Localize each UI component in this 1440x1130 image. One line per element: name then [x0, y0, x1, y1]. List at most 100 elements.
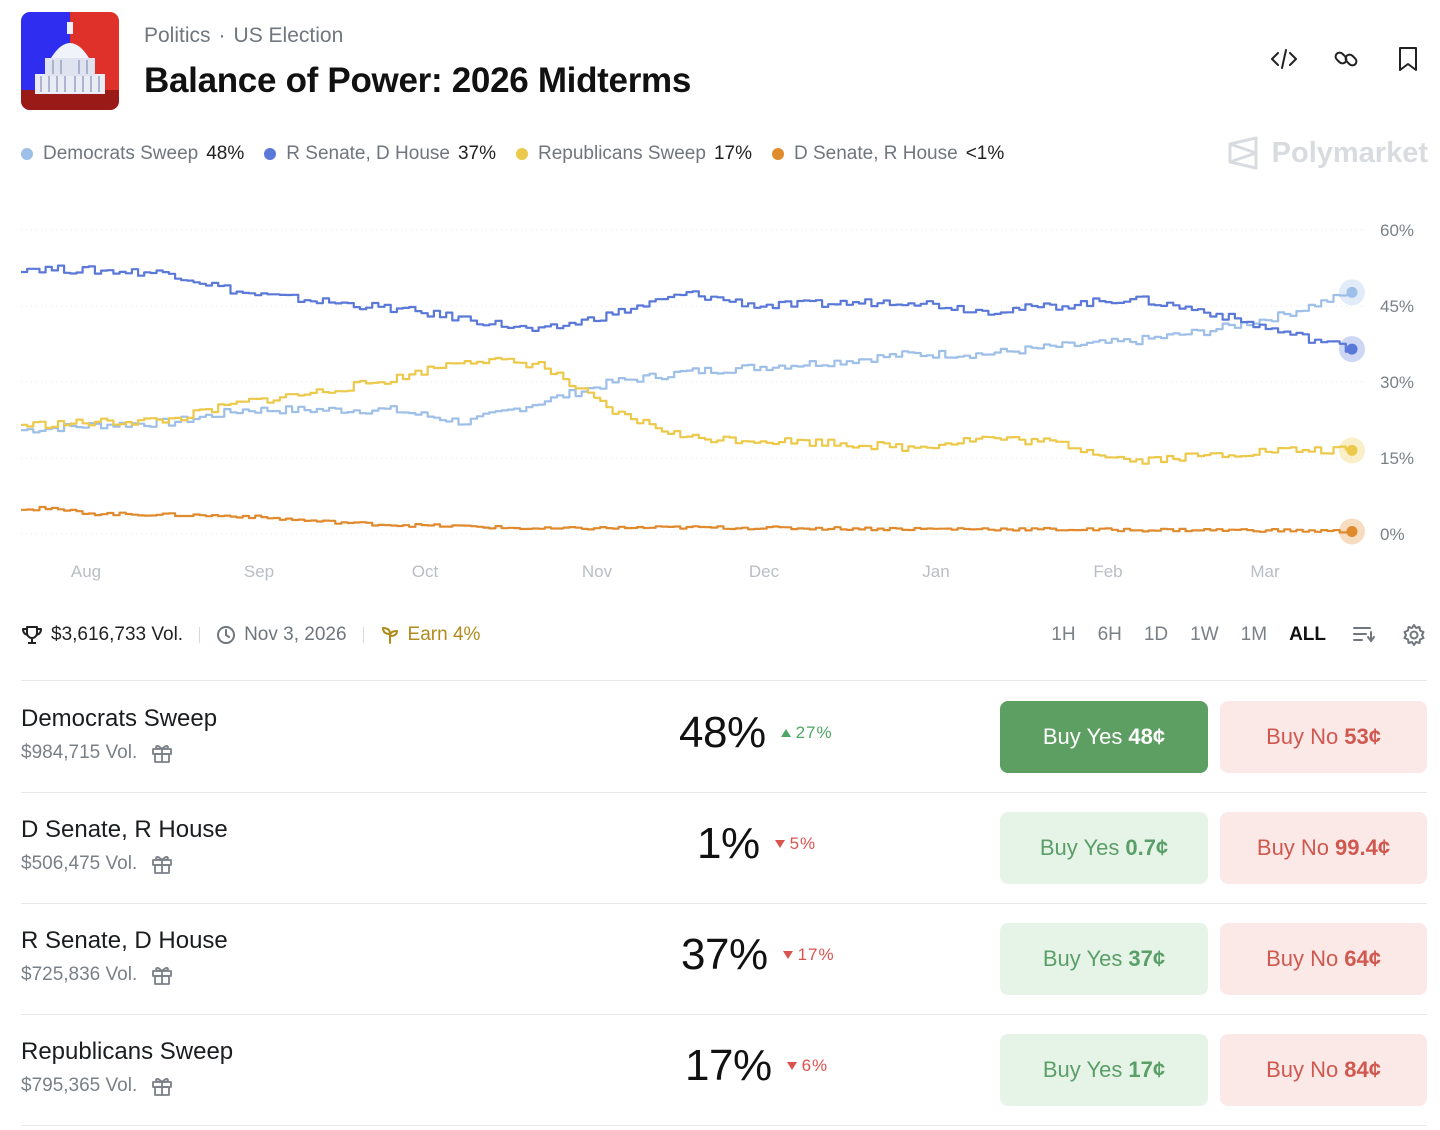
range-6h[interactable]: 6H — [1097, 624, 1122, 645]
breadcrumb-item-politics[interactable]: Politics — [144, 24, 211, 47]
buy-no-button[interactable]: Buy No 64¢ — [1220, 923, 1427, 995]
legend-item-republicans-sweep: Republicans Sweep 17% — [516, 143, 752, 165]
x-tick-label: Jan — [922, 562, 949, 581]
buy-yes-button[interactable]: Buy Yes 48¢ — [1000, 701, 1208, 773]
legend-label: Republicans Sweep — [538, 143, 706, 164]
range-all[interactable]: ALL — [1289, 624, 1326, 645]
triangle-up-icon — [780, 729, 791, 737]
breadcrumb: Politics · US Election — [144, 24, 344, 47]
legend-value: 48% — [206, 143, 245, 164]
range-1w[interactable]: 1W — [1190, 624, 1219, 645]
series-line-republicans-sweep — [21, 356, 1354, 465]
series-line-democrats-sweep — [21, 292, 1354, 434]
series-end-point — [1346, 343, 1358, 355]
legend-item-d-senate-r-house: D Senate, R House <1% — [771, 143, 1005, 165]
buy-yes-button[interactable]: Buy Yes 37¢ — [1000, 923, 1208, 995]
series-line-r-senate-d-house — [21, 264, 1354, 353]
legend-value: 17% — [713, 143, 752, 164]
outcome-probability: 48% — [679, 708, 766, 757]
legend-dot — [516, 148, 528, 160]
outcome-volume: $795,365 Vol. — [21, 1075, 173, 1097]
buy-yes-button[interactable]: Buy Yes 17¢ — [1000, 1034, 1208, 1106]
x-tick-label: Sep — [244, 562, 274, 581]
polymarket-logo: Polymarket — [1226, 136, 1428, 170]
range-1h[interactable]: 1H — [1051, 624, 1076, 645]
outcome-row-democrats-sweep[interactable]: Democrats Sweep $984,715 Vol. 48% 27% Bu… — [21, 681, 1427, 792]
outcome-volume: $506,475 Vol. — [21, 853, 173, 875]
triangle-down-icon — [782, 951, 793, 959]
end-date: Nov 3, 2026 — [244, 624, 347, 645]
x-tick-label: Aug — [71, 562, 101, 581]
outcome-name: D Senate, R House — [21, 816, 228, 843]
link-icon[interactable] — [1333, 46, 1359, 72]
market-header: Politics · US Election Balance of Power: 2… — [21, 12, 1421, 110]
y-tick-label: 15% — [1380, 449, 1414, 468]
outcome-volume: $725,836 Vol. — [21, 964, 173, 986]
series-end-point — [1346, 286, 1358, 298]
embed-code-icon[interactable] — [1271, 46, 1297, 72]
legend-label: D Senate, R House — [793, 143, 958, 164]
range-1d[interactable]: 1D — [1143, 624, 1169, 645]
brand-name: Polymarket — [1271, 136, 1428, 169]
series-end-point — [1346, 444, 1358, 456]
change-indicator: 27% — [780, 723, 833, 743]
earn-label: Earn 4% — [407, 624, 481, 645]
legend-label: R Senate, D House — [286, 143, 450, 164]
buy-no-button[interactable]: Buy No 53¢ — [1220, 701, 1427, 773]
y-tick-label: 30% — [1380, 373, 1414, 392]
outcome-row-d-senate-r-house[interactable]: D Senate, R House $506,475 Vol. 1% 5% Bu… — [21, 792, 1427, 903]
price-history-chart[interactable]: 0% 15% 30% 45% 60% Aug Sep Oct Nov Dec Jan Feb Mar — [0, 200, 1440, 600]
y-tick-label: 60% — [1380, 221, 1414, 240]
triangle-down-icon — [774, 840, 785, 848]
chart-legend: Democrats Sweep 48% R Senate, D House 37… — [21, 143, 1024, 165]
total-volume: $3,616,733 Vol. — [51, 624, 184, 645]
x-tick-label: Mar — [1250, 562, 1280, 581]
clock-icon — [217, 626, 236, 644]
outcome-row-r-senate-d-house[interactable]: R Senate, D House $725,836 Vol. 37% 17% … — [21, 903, 1427, 1014]
polymarket-logo-icon — [1228, 136, 1258, 170]
settings-gear-icon[interactable] — [1402, 623, 1426, 647]
change-indicator: 17% — [782, 945, 835, 965]
outcome-probability: 1% — [697, 819, 760, 868]
x-tick-label: Oct — [412, 562, 439, 581]
sprout-icon — [381, 627, 398, 644]
outcome-name: Republicans Sweep — [21, 1038, 234, 1065]
legend-dot — [21, 148, 33, 160]
y-tick-label: 0% — [1380, 525, 1405, 544]
y-tick-label: 45% — [1380, 297, 1414, 316]
bookmark-icon[interactable] — [1395, 46, 1421, 72]
legend-item-democrats-sweep: Democrats Sweep 48% — [21, 143, 244, 165]
legend-dot — [264, 148, 277, 160]
gift-icon[interactable] — [151, 742, 173, 764]
x-tick-label: Dec — [749, 562, 780, 581]
earn-badge[interactable]: Earn 4% — [380, 624, 481, 646]
legend-value: <1% — [965, 143, 1005, 164]
change-indicator: 5% — [774, 834, 817, 854]
gift-icon[interactable] — [151, 1075, 173, 1097]
time-range-selector: 1H 6H 1D 1W 1M ALL — [1029, 620, 1426, 650]
gift-icon[interactable] — [151, 853, 173, 875]
market-meta: $3,616,733 Vol. Nov 3, 2026 Earn 4% — [21, 620, 480, 650]
series-line-d-senate-r-house — [21, 505, 1354, 534]
market-thumbnail — [21, 12, 119, 110]
buy-no-button[interactable]: Buy No 99.4¢ — [1220, 812, 1427, 884]
legend-value: 37% — [457, 143, 496, 164]
gift-icon[interactable] — [151, 964, 173, 986]
breadcrumb-item-us-election[interactable]: US Election — [233, 24, 344, 47]
series-end-point — [1346, 525, 1358, 537]
x-tick-label: Feb — [1093, 562, 1122, 581]
trophy-icon — [22, 626, 42, 644]
outcome-row-republicans-sweep[interactable]: Republicans Sweep $795,365 Vol. 17% 6% B… — [21, 1014, 1427, 1125]
range-1m[interactable]: 1M — [1240, 624, 1268, 645]
outcome-name: R Senate, D House — [21, 927, 228, 954]
outcome-volume: $984,715 Vol. — [21, 742, 173, 764]
buy-yes-button[interactable]: Buy Yes 0.7¢ — [1000, 812, 1208, 884]
legend-dot — [771, 148, 784, 160]
sort-filter-icon[interactable] — [1352, 624, 1376, 646]
buy-no-button[interactable]: Buy No 84¢ — [1220, 1034, 1427, 1106]
triangle-down-icon — [786, 1062, 797, 1070]
x-tick-label: Nov — [582, 562, 613, 581]
page-title: Balance of Power: 2026 Midterms — [144, 61, 692, 100]
outcome-probability: 37% — [681, 930, 768, 979]
legend-label: Democrats Sweep — [43, 143, 199, 164]
